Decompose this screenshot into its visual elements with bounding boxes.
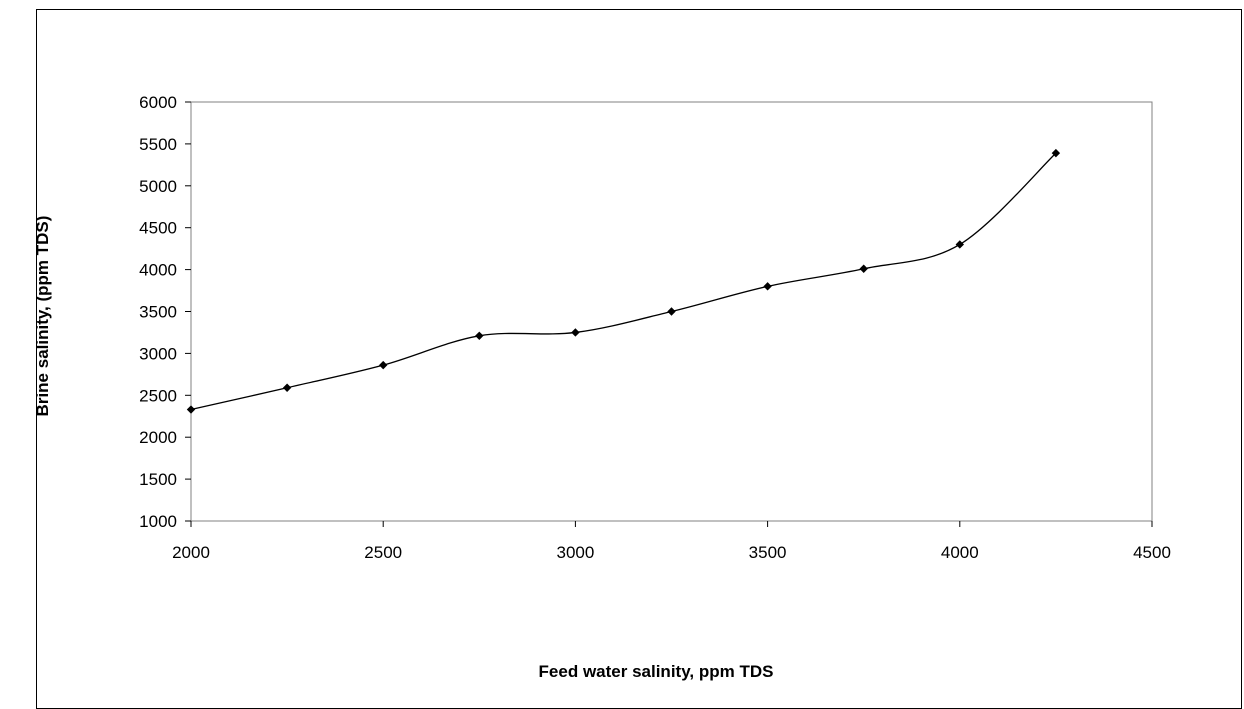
data-point: [1051, 148, 1061, 158]
x-tick-label: 2500: [364, 543, 402, 562]
y-tick-label: 6000: [139, 93, 177, 112]
y-tick-label: 3500: [139, 303, 177, 322]
x-tick-label: 3000: [556, 543, 594, 562]
y-tick-label: 1500: [139, 470, 177, 489]
data-point: [379, 360, 388, 370]
y-axis-title: Brine salinity, (ppm TDS): [33, 216, 52, 417]
x-axis: 2000 2500 3000 3500 4000 4500: [172, 521, 1171, 562]
chart-frame: [36, 9, 1242, 709]
y-tick-label: 1000: [139, 512, 177, 531]
y-axis: 1000 1500 2000 2500 3000 3500 4000 4500 5000 5500…: [139, 93, 191, 531]
x-tick-label: 4500: [1133, 543, 1171, 562]
x-tick-label: 4000: [941, 543, 979, 562]
data-point: [763, 282, 772, 291]
data-point: [475, 331, 484, 341]
data-point: [667, 307, 676, 316]
y-tick-label: 5000: [139, 177, 177, 196]
y-tick-label: 4500: [139, 219, 177, 238]
y-tick-label: 2000: [139, 428, 177, 447]
x-tick-label: 3500: [749, 543, 787, 562]
data-point: [955, 240, 964, 249]
y-tick-label: 5500: [139, 135, 177, 154]
y-tick-label: 4000: [139, 261, 177, 280]
x-axis-title: Feed water salinity, ppm TDS: [539, 662, 774, 681]
series-line: [190, 152, 1057, 411]
data-point: [186, 405, 196, 414]
data-point: [571, 328, 580, 337]
y-tick-label: 2500: [139, 386, 177, 405]
x-tick-label: 2000: [172, 543, 210, 562]
data-markers: [186, 148, 1061, 414]
data-point: [282, 383, 292, 392]
y-tick-label: 3000: [139, 344, 177, 363]
data-point: [859, 264, 868, 273]
